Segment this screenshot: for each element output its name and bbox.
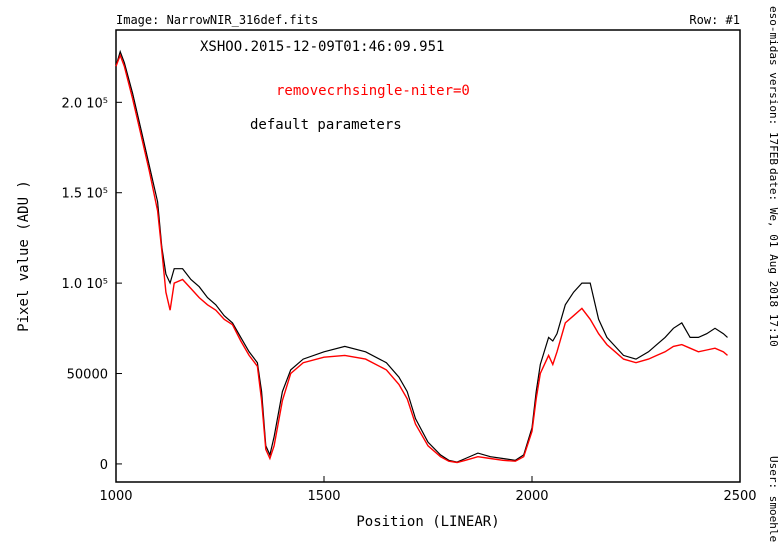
legend-black-series: default parameters bbox=[250, 117, 402, 133]
y-tick-label: 1.5 10⁵ bbox=[61, 187, 108, 202]
x-axis: 1000 1500 2000 2500 bbox=[99, 476, 757, 504]
image-label: Image: NarrowNIR_316def.fits bbox=[116, 13, 318, 27]
y-tick-label: 2.0 10⁵ bbox=[61, 96, 108, 111]
x-axis-label: Position (LINEAR) bbox=[356, 514, 499, 530]
plot-frame bbox=[115, 29, 741, 483]
series-line-removecrhsingle bbox=[115, 53, 728, 464]
x-tick-label: 1500 bbox=[307, 489, 340, 504]
midas-version: eso-midas version: 17FEB bbox=[767, 6, 780, 165]
series-layer bbox=[115, 49, 728, 464]
x-tick-label: 1000 bbox=[99, 489, 132, 504]
y-axis: 0 50000 1.0 10⁵ 1.5 10⁵ 2.0 10⁵ bbox=[61, 96, 122, 473]
row-label: Row: #1 bbox=[689, 13, 740, 27]
legend-red-series: removecrhsingle-niter=0 bbox=[276, 83, 470, 99]
y-tick-label: 0 bbox=[100, 458, 108, 473]
y-tick-label: 1.0 10⁵ bbox=[61, 277, 108, 292]
y-tick-label: 50000 bbox=[67, 368, 108, 383]
user-label: User: smoehler bbox=[767, 456, 780, 542]
plot-date: date: We, 01 Aug 2018 17:10 bbox=[767, 168, 780, 347]
y-axis-label: Pixel value (ADU ) bbox=[16, 180, 32, 332]
x-tick-label: 2000 bbox=[515, 489, 548, 504]
series-line-default-parameters bbox=[115, 49, 728, 463]
x-tick-label: 2500 bbox=[723, 489, 756, 504]
obs-id-annotation: XSHOO.2015-12-09T01:46:09.951 bbox=[200, 39, 444, 55]
